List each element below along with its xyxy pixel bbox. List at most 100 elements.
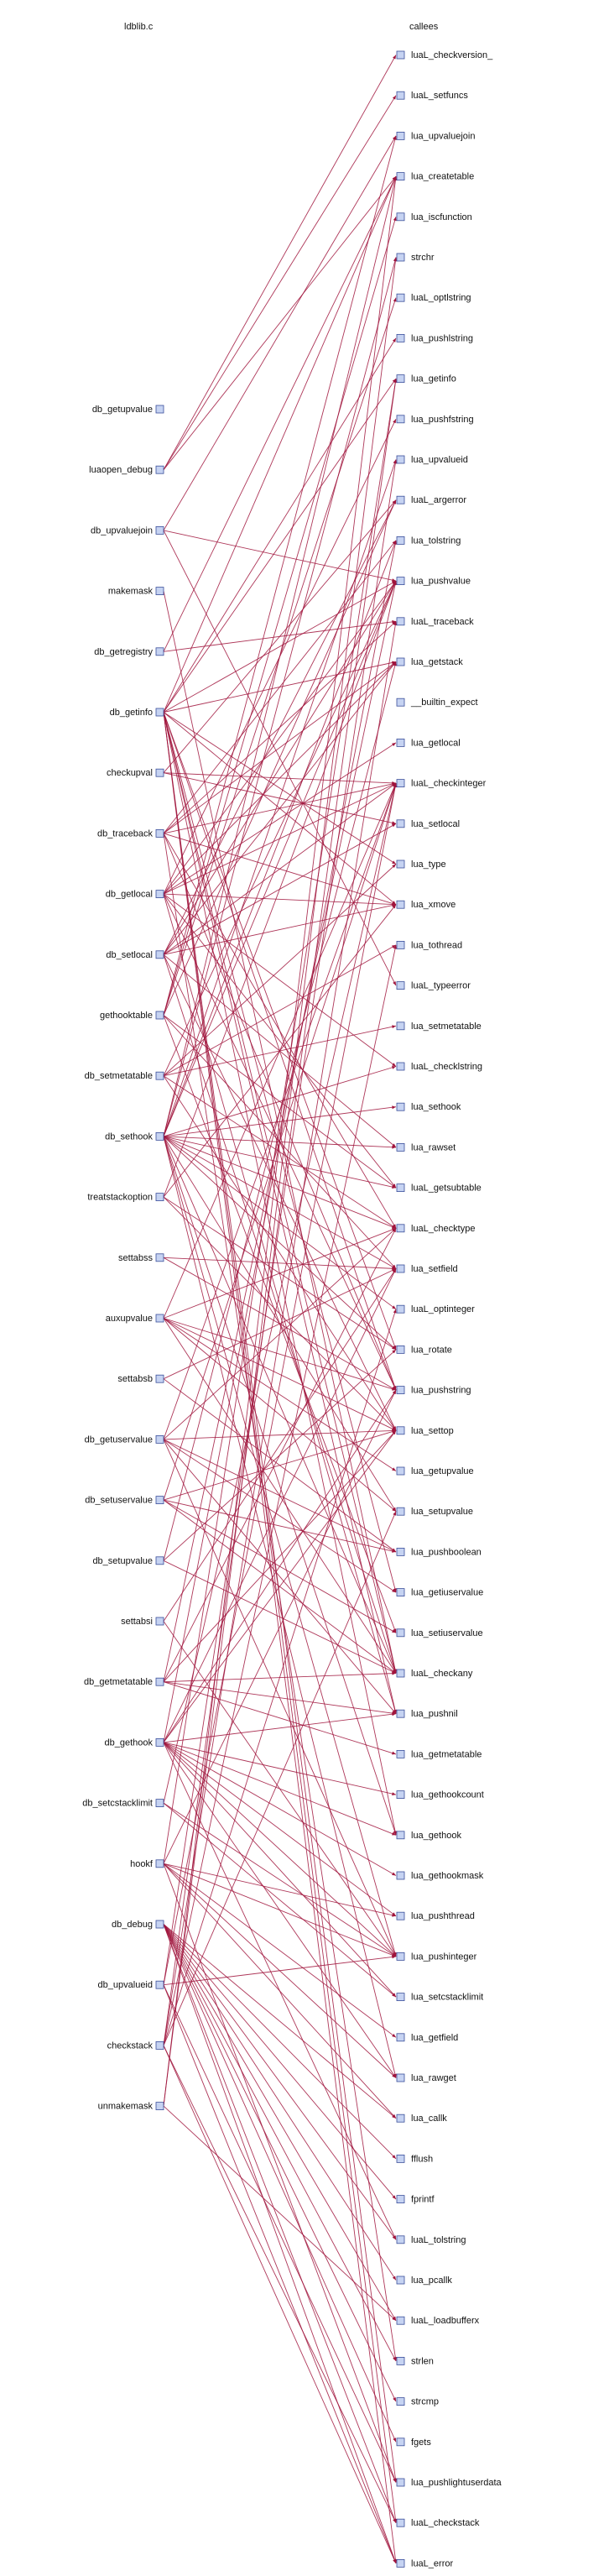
left-node[interactable]: checkupval [107,768,164,778]
left-node[interactable]: db_setlocal [106,950,164,960]
node-label: lua_getlocal [411,738,461,748]
right-node[interactable]: luaL_argerror [396,495,466,505]
right-node[interactable]: lua_pushlstring [396,333,473,343]
node-label: luaL_setfuncs [411,91,468,101]
left-node[interactable]: db_traceback [97,828,164,839]
right-node[interactable]: lua_tothread [396,940,462,950]
right-node[interactable]: luaL_checkany [396,1669,473,1679]
right-node[interactable]: lua_setfield [396,1264,458,1274]
right-node[interactable]: luaL_traceback [396,617,474,627]
left-node[interactable]: db_getregistry [94,647,164,657]
right-node[interactable]: lua_gethookmask [396,1871,484,1881]
left-node[interactable]: db_getinfo [110,708,164,718]
right-node[interactable]: lua_getupvalue [396,1466,474,1476]
right-node[interactable]: lua_pushstring [396,1386,471,1396]
left-node[interactable]: db_upvaluejoin [91,525,164,536]
left-node[interactable]: luaopen_debug [89,465,164,475]
right-node[interactable]: fflush [396,2154,433,2164]
right-node[interactable]: lua_setiuservalue [396,1628,483,1638]
right-node[interactable]: lua_getinfo [396,374,456,384]
right-node[interactable]: lua_pcallk [396,2276,452,2286]
right-node[interactable]: lua_setcstacklimit [396,1993,483,2003]
left-node[interactable]: db_debug [112,1920,164,1930]
left-node[interactable]: db_setuservalue [85,1496,164,1506]
right-node[interactable]: fgets [396,2438,431,2448]
left-node[interactable]: db_gethook [105,1737,164,1748]
left-node[interactable]: checkstack [107,2040,164,2051]
node-box [396,91,405,100]
right-node[interactable]: lua_pushboolean [396,1547,482,1557]
left-node[interactable]: db_getlocal [106,890,164,900]
right-node[interactable]: luaL_getsubtable [396,1183,482,1194]
right-node[interactable]: lua_upvalueid [396,455,468,465]
right-node[interactable]: strchr [396,253,435,263]
right-node[interactable]: lua_getmetatable [396,1749,482,1759]
right-node[interactable]: luaL_checkinteger [396,779,487,789]
right-node[interactable]: lua_getstack [396,657,463,667]
right-node[interactable]: lua_sethook [396,1102,461,1112]
right-node[interactable]: lua_settop [396,1426,454,1436]
right-node[interactable]: lua_getfield [396,2033,458,2043]
left-node[interactable]: db_sethook [105,1131,164,1142]
right-node[interactable]: fprintf [396,2195,435,2205]
left-node[interactable]: treatstackoption [87,1193,164,1203]
left-node[interactable]: auxupvalue [106,1314,164,1324]
right-node[interactable]: lua_createtable [396,172,474,182]
right-node[interactable]: luaL_optlstring [396,293,471,303]
right-node[interactable]: lua_pushinteger [396,1952,477,1962]
right-node[interactable]: luaL_tolstring [396,2235,466,2245]
right-node[interactable]: lua_type [396,860,446,870]
right-node[interactable]: luaL_typeerror [396,981,471,991]
right-node[interactable]: lua_pushfstring [396,415,474,425]
right-node[interactable]: lua_setupvalue [396,1507,473,1517]
node-label: db_getmetatable [84,1677,153,1687]
right-node[interactable]: luaL_setfuncs [396,91,468,101]
left-node[interactable]: makemask [108,587,164,597]
left-node[interactable]: db_upvalueid [98,1980,164,1990]
right-node[interactable]: lua_callk [396,2114,447,2124]
right-node[interactable]: luaL_checkversion_ [396,50,493,60]
right-node[interactable]: lua_gethook [396,1831,461,1841]
right-node[interactable]: luaL_optinteger [396,1304,475,1314]
right-node[interactable]: lua_pushvalue [396,577,471,587]
right-node[interactable]: lua_rotate [396,1345,452,1355]
left-node[interactable]: db_getupvalue [92,405,164,415]
right-node[interactable]: lua_setmetatable [396,1022,482,1032]
right-node[interactable]: strcmp [396,2397,439,2407]
right-node[interactable]: lua_pushlightuserdata [396,2478,502,2488]
right-node[interactable]: lua_iscfunction [396,212,472,222]
right-node[interactable]: luaL_checklstring [396,1062,482,1072]
right-node[interactable]: lua_rawset [396,1142,456,1152]
left-node[interactable]: db_setupvalue [92,1556,164,1566]
right-node[interactable]: luaL_checktype [396,1224,475,1234]
right-node[interactable]: luaL_loadbufferx [396,2316,480,2326]
left-node[interactable]: settabsb [117,1374,164,1384]
left-node[interactable]: gethooktable [100,1011,164,1021]
edge [163,783,397,1985]
right-node[interactable]: __builtin_expect [396,698,478,708]
right-node[interactable]: lua_getlocal [396,738,461,748]
left-node[interactable]: db_getuservalue [85,1434,164,1445]
right-node[interactable]: lua_getiuservalue [396,1588,483,1598]
left-node[interactable]: hookf [130,1859,164,1869]
left-node[interactable]: db_setmetatable [85,1071,164,1081]
right-node[interactable]: luaL_checkstack [396,2518,480,2528]
left-node[interactable]: settabss [118,1253,164,1263]
left-node[interactable]: settabsi [121,1617,164,1627]
right-node[interactable]: lua_xmove [396,900,456,910]
node-label: luaL_argerror [411,495,466,505]
right-node[interactable]: lua_pushthread [396,1911,475,1921]
right-node[interactable]: lua_rawget [396,2073,456,2083]
left-node[interactable]: db_setcstacklimit [82,1799,164,1809]
left-node[interactable]: unmakemask [98,2102,164,2112]
right-node[interactable]: lua_upvaluejoin [396,131,475,141]
right-node[interactable]: lua_gethookcount [396,1790,484,1800]
edge [163,1136,397,1351]
left-node[interactable]: db_getmetatable [84,1677,164,1687]
edge-arrowhead [392,1507,396,1512]
right-node[interactable]: lua_pushnil [396,1709,458,1719]
right-node[interactable]: luaL_error [396,2558,453,2568]
right-node[interactable]: lua_tolstring [396,536,461,546]
right-node[interactable]: strlen [396,2356,434,2366]
right-node[interactable]: lua_setlocal [396,819,460,829]
